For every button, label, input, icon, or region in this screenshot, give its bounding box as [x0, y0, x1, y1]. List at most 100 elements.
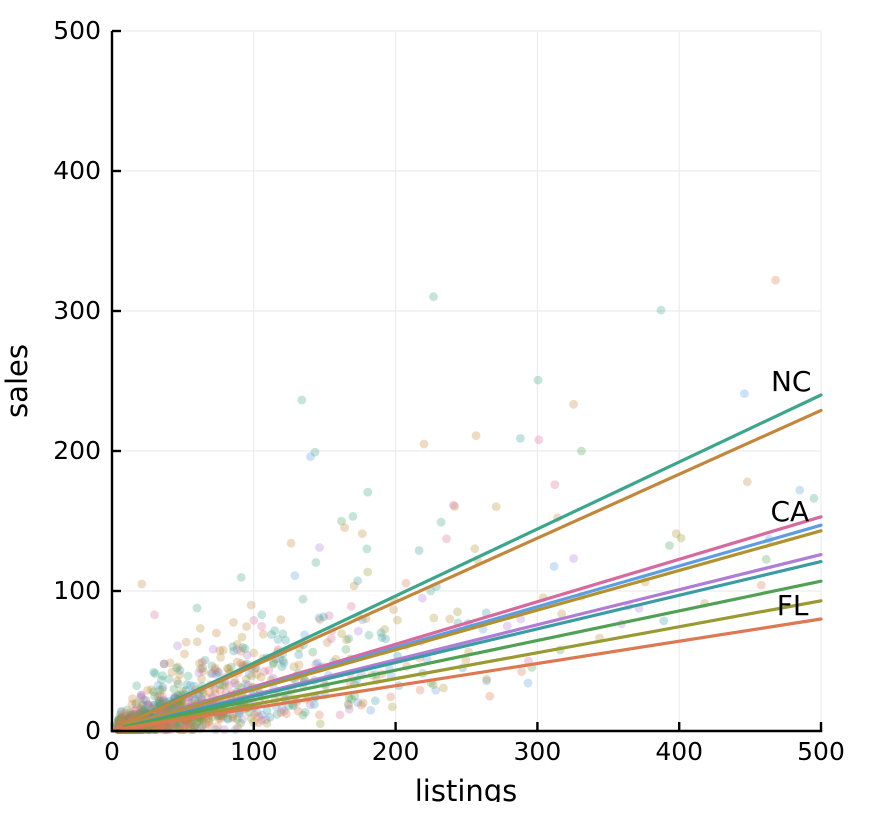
- scatter-point: [502, 621, 512, 631]
- scatter-point: [114, 717, 123, 727]
- scatter-point: [277, 662, 287, 672]
- scatter-point: [370, 696, 380, 706]
- scatter-point: [113, 716, 123, 726]
- scatter-point: [116, 720, 125, 730]
- scatter-point: [258, 629, 268, 639]
- scatter-point: [155, 685, 165, 695]
- scatter-point: [186, 718, 195, 727]
- scatter-point: [114, 720, 124, 729]
- scatter-point: [431, 685, 441, 695]
- scatter-point-outlier: [740, 389, 749, 398]
- scatter-point: [523, 678, 533, 688]
- scatter-point: [210, 689, 220, 698]
- scatter-point: [183, 718, 193, 728]
- scatter-point: [344, 634, 354, 644]
- scatter-point: [324, 611, 334, 621]
- scatter-point: [298, 594, 308, 604]
- scatter-point: [172, 663, 181, 673]
- scatter-point: [308, 647, 318, 657]
- scatter-point: [482, 674, 492, 684]
- scatter-point: [236, 646, 246, 656]
- scatter-point: [175, 670, 185, 680]
- scatter-point: [154, 696, 164, 705]
- scatter-point: [449, 500, 458, 510]
- scatter-point: [143, 686, 152, 695]
- scatter-point: [136, 705, 146, 715]
- scatter-point: [415, 685, 425, 695]
- regression-lines: [123, 393, 823, 730]
- scatter-point: [761, 554, 771, 564]
- scatter-point: [114, 722, 123, 732]
- scatter-point: [229, 646, 239, 656]
- scatter-point: [114, 718, 124, 728]
- scatter-point: [186, 721, 195, 731]
- state-label-fl: FL: [777, 589, 809, 622]
- scatter-point: [315, 710, 324, 720]
- scatter-point: [380, 625, 390, 634]
- scatter-point: [122, 705, 132, 715]
- scatter-point: [442, 534, 451, 544]
- scatter-point: [141, 696, 151, 705]
- scatter-point: [208, 644, 218, 654]
- scatter-point: [313, 658, 322, 668]
- scatter-point: [198, 667, 208, 676]
- scatter-point: [117, 712, 127, 722]
- scatter-point: [659, 616, 669, 626]
- scatter-point: [116, 707, 126, 717]
- scatter-point: [362, 544, 372, 554]
- scatter-point: [130, 709, 139, 719]
- scatter-point: [257, 715, 266, 725]
- scatter-point: [183, 696, 193, 705]
- scatter-point: [376, 628, 386, 637]
- scatter-point: [267, 630, 276, 639]
- scatter-point: [164, 722, 174, 732]
- scatter-point: [127, 710, 137, 720]
- scatter-point: [293, 706, 303, 716]
- scatter-point: [158, 722, 168, 731]
- scatter-point: [482, 676, 491, 686]
- scatter-point: [344, 693, 354, 703]
- scatter-point: [224, 681, 234, 690]
- scatter-point: [281, 635, 290, 645]
- scatter-point: [127, 699, 137, 709]
- scatter-point: [150, 691, 160, 701]
- scatter-point: [262, 719, 272, 728]
- scatter-point: [353, 698, 362, 707]
- scatter-point: [215, 646, 225, 655]
- scatter-point: [241, 674, 251, 684]
- scatter-point: [389, 605, 398, 615]
- scatter-point: [517, 667, 526, 676]
- scatter-point: [116, 721, 125, 731]
- scatter-point: [232, 640, 242, 649]
- scatter-point: [115, 720, 125, 729]
- scatter-point: [210, 684, 220, 693]
- scatter-point: [159, 659, 169, 669]
- scatter-point: [257, 621, 266, 631]
- scatter-point: [228, 713, 238, 723]
- scatter-point: [343, 699, 353, 709]
- scatter-point: [236, 658, 246, 668]
- scatter-point: [569, 399, 578, 409]
- scatter-point: [377, 633, 387, 642]
- scatter-point: [153, 680, 163, 690]
- scatter-point: [136, 692, 146, 702]
- scatter-point: [132, 681, 142, 691]
- scatter-point: [453, 607, 462, 617]
- scatter-point: [226, 662, 236, 672]
- scatter-point: [117, 714, 127, 723]
- scatter-point-outlier: [306, 452, 315, 461]
- scatter-point: [428, 680, 438, 690]
- scatter-point: [224, 664, 234, 674]
- scatter-point: [114, 716, 124, 726]
- scatter-point: [381, 634, 390, 644]
- scatter-point: [125, 708, 135, 718]
- scatter-point: [118, 715, 128, 724]
- scatter-point: [230, 678, 240, 688]
- scatter-point: [175, 666, 185, 675]
- scatter-point: [254, 718, 263, 728]
- scatter-point: [344, 701, 354, 710]
- axes: [110, 29, 823, 733]
- y-tick-label: 100: [53, 576, 101, 605]
- scatter-point: [192, 718, 201, 728]
- scatter-point: [186, 680, 195, 690]
